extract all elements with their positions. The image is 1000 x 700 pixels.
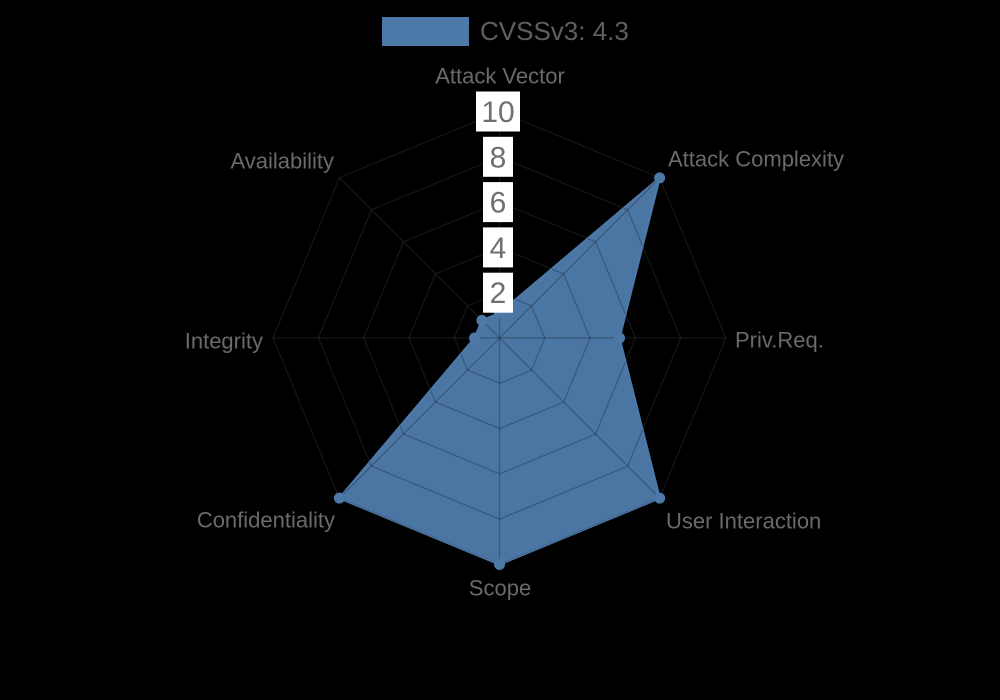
grid-spoke (338, 177, 500, 339)
radial-tick-box-4 (483, 227, 513, 268)
radial-tick-label-8: 8 (490, 141, 507, 174)
legend[interactable]: CVSSv3: 4.3 (382, 17, 629, 46)
axis-label-scope: Scope (469, 576, 531, 601)
axis-label-priv-req: Priv.Req. (735, 328, 824, 353)
legend-swatch (382, 17, 469, 46)
axis-label-integrity: Integrity (185, 329, 263, 354)
axis-label-attack-complexity: Attack Complexity (668, 147, 844, 172)
radial-tick-box-10 (476, 91, 520, 132)
radial-tick-label-4: 4 (490, 232, 507, 265)
axis-label-availability: Availability (230, 149, 334, 174)
data-point-integrity[interactable] (469, 332, 481, 344)
radial-tick-box-2 (483, 272, 513, 313)
radial-tick-box-8 (483, 136, 513, 177)
data-point-confidentiality[interactable] (333, 492, 345, 504)
axis-label-confidentiality: Confidentiality (197, 508, 335, 533)
radial-tick-label-2: 2 (490, 277, 507, 310)
grid-spoke (499, 337, 660, 499)
grid-spoke (499, 177, 660, 339)
grid-spoke (339, 337, 500, 499)
data-point-availability[interactable] (476, 314, 488, 326)
axis-label-user-interaction: User Interaction (666, 509, 821, 534)
radial-tick-label-6: 6 (490, 187, 507, 220)
legend-label: CVSSv3: 4.3 (480, 16, 629, 46)
radial-tick-label-10: 10 (481, 96, 514, 129)
data-point-priv-req[interactable] (614, 332, 626, 344)
data-point-scope[interactable] (494, 559, 505, 570)
axis-label-attack-vector: Attack Vector (435, 64, 565, 89)
data-point-attack-complexity[interactable] (654, 172, 666, 184)
radial-tick-box-6 (483, 182, 513, 223)
data-point-user-interaction[interactable] (654, 492, 666, 504)
